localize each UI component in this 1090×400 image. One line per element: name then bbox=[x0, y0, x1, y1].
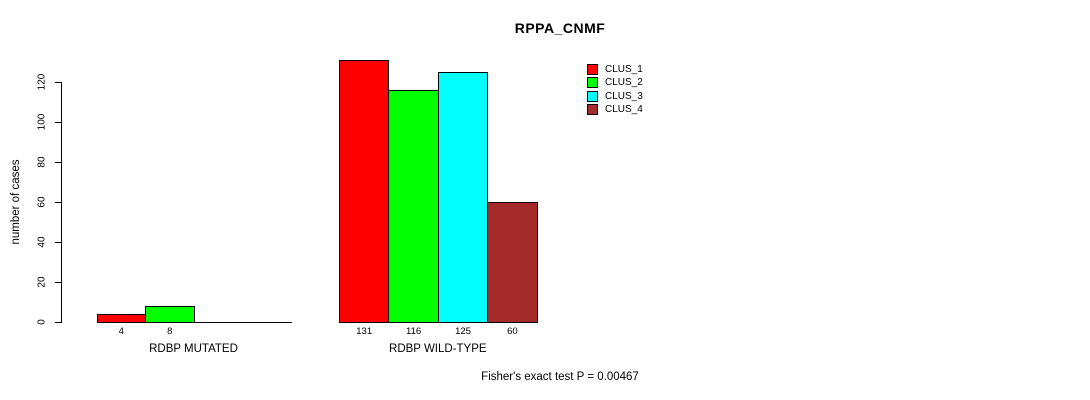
bar-clus_2 bbox=[145, 306, 195, 323]
bar-clus_1 bbox=[96, 314, 146, 323]
chart-title: RPPA_CNMF bbox=[514, 20, 606, 36]
y-axis-tick-label: 120 bbox=[36, 73, 48, 91]
bar-clus_3 bbox=[437, 72, 489, 323]
legend-label: CLUS_2 bbox=[605, 77, 643, 89]
y-axis-tick bbox=[55, 122, 61, 123]
y-axis-line bbox=[61, 82, 62, 323]
legend-label: CLUS_3 bbox=[605, 90, 643, 102]
fisher-test-annotation: Fisher's exact test P = 0.00467 bbox=[481, 371, 639, 383]
y-axis-tick-label: 20 bbox=[36, 276, 48, 288]
bar-value-label: 116 bbox=[406, 326, 422, 337]
y-axis-tick bbox=[55, 282, 61, 283]
legend-swatch-clus_4 bbox=[587, 104, 598, 116]
bar-value-label: 8 bbox=[167, 326, 173, 337]
bar-value-label: 131 bbox=[356, 326, 373, 337]
y-axis-tick bbox=[55, 322, 61, 323]
y-axis-tick bbox=[55, 202, 61, 203]
bar-clus_1 bbox=[339, 60, 390, 323]
legend-swatch-clus_2 bbox=[587, 77, 598, 89]
y-axis-tick-label: 80 bbox=[36, 156, 48, 168]
legend-swatch-clus_3 bbox=[587, 90, 598, 102]
y-axis-tick-label: 100 bbox=[36, 113, 48, 131]
y-axis-tick bbox=[55, 242, 61, 243]
y-axis-tick-label: 40 bbox=[36, 236, 48, 248]
bar-value-label: 125 bbox=[455, 326, 471, 337]
bar-clus_2 bbox=[388, 90, 439, 323]
legend-label: CLUS_4 bbox=[605, 104, 643, 116]
bar-value-label: 4 bbox=[118, 326, 124, 337]
y-axis-tick bbox=[55, 162, 61, 163]
y-axis-title: number of cases bbox=[10, 159, 22, 245]
legend-swatch-clus_1 bbox=[587, 64, 598, 75]
y-axis-tick-label: 0 bbox=[36, 319, 48, 325]
bar-clus_4 bbox=[487, 202, 538, 323]
x-axis-category-label: RDBP WILD-TYPE bbox=[389, 343, 487, 355]
bar-value-label: 60 bbox=[507, 326, 518, 337]
legend-label: CLUS_1 bbox=[605, 64, 643, 75]
x-axis-category-label: RDBP MUTATED bbox=[149, 343, 238, 355]
y-axis-tick bbox=[55, 82, 61, 83]
y-axis-tick-label: 60 bbox=[36, 196, 48, 208]
